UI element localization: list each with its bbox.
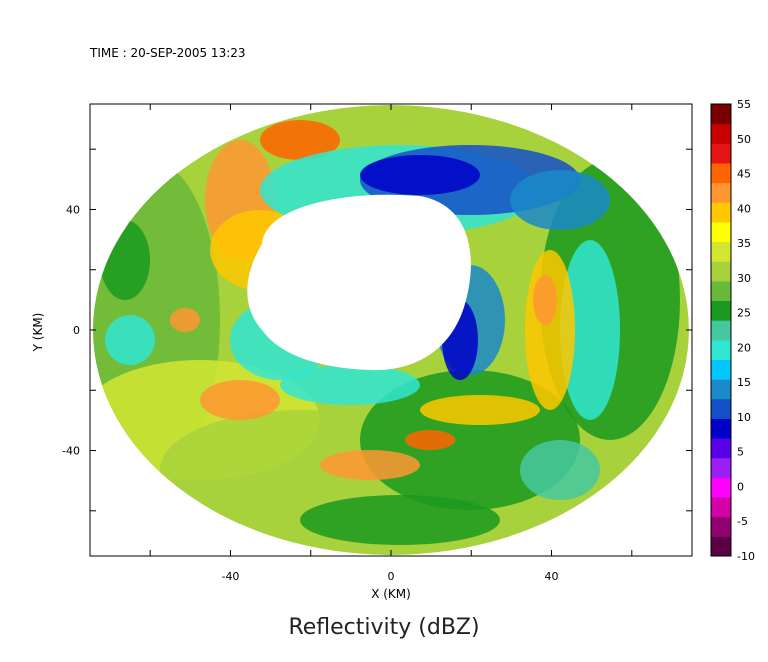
colorbar-segment <box>711 516 731 537</box>
colorbar-tick-label: 35 <box>737 237 751 250</box>
echo-blob <box>533 275 557 325</box>
colorbar-segment <box>711 477 731 498</box>
x-tick-label: -40 <box>221 570 239 583</box>
colorbar-tick-label: 5 <box>737 446 744 459</box>
colorbar-segment <box>711 320 731 341</box>
chart-caption: Reflectivity (dBZ) <box>288 615 480 640</box>
y-tick-label: 40 <box>66 203 80 216</box>
colorbar-segment <box>711 497 731 518</box>
colorbar-segment <box>711 123 731 144</box>
timestamp-label: TIME : 20-SEP-2005 13:23 <box>90 46 246 60</box>
x-tick-label: 0 <box>388 570 395 583</box>
colorbar-tick-label: 0 <box>737 480 744 493</box>
y-tick-label: 0 <box>73 324 80 337</box>
colorbar-frame <box>710 103 732 557</box>
colorbar-tick-label: 20 <box>737 341 751 354</box>
y-tick-label: -40 <box>62 445 80 458</box>
colorbar-segment <box>711 379 731 400</box>
colorbar-segment <box>711 438 731 459</box>
echo-blob <box>260 120 340 160</box>
echo-blob <box>405 430 455 450</box>
colorbar-segment <box>711 300 731 321</box>
echo-blob <box>510 170 610 230</box>
colorbar-tick-label: 10 <box>737 411 751 424</box>
y-axis-title: Y (KM) <box>31 313 45 353</box>
colorbar-tick-label: 45 <box>737 168 751 181</box>
colorbar-segment <box>711 418 731 439</box>
colorbar-tick-label: -10 <box>737 550 755 563</box>
colorbar-segment <box>711 261 731 282</box>
colorbar-tick-label: -5 <box>737 515 748 528</box>
echo-blob <box>420 395 540 425</box>
colorbar-tick-label: 50 <box>737 133 751 146</box>
colorbar-tick-label: 40 <box>737 202 751 215</box>
echo-blob <box>360 155 480 195</box>
echo-blob <box>105 315 155 365</box>
colorbar-segment <box>711 143 731 164</box>
colorbar-segment <box>711 221 731 243</box>
colorbar-segment <box>711 536 731 557</box>
echo-blob <box>320 450 420 480</box>
colorbar: -10 -5 0 5 10 15 20 25 30 35 40 45 50 55 <box>710 98 755 563</box>
echo-blob <box>170 308 200 332</box>
colorbar-segment <box>711 104 731 125</box>
axes: -40 0 40 -40 0 40 <box>62 104 692 583</box>
echo-blob <box>100 220 150 300</box>
echo-blob <box>525 250 575 410</box>
echo-blob <box>520 440 600 500</box>
echo-blob <box>200 380 280 420</box>
colorbar-segment <box>711 398 731 419</box>
colorbar-tick-label: 15 <box>737 376 751 389</box>
no-data-region <box>247 194 471 371</box>
colorbar-segment <box>711 202 731 223</box>
colorbar-segment <box>711 457 731 478</box>
colorbar-segment <box>711 182 731 203</box>
echo-blob <box>300 495 500 545</box>
reflectivity-field <box>93 105 689 555</box>
colorbar-segment <box>711 280 731 302</box>
colorbar-tick-label: 25 <box>737 307 751 320</box>
echo-blob <box>560 240 620 420</box>
colorbar-segment <box>711 359 731 380</box>
colorbar-segment <box>711 339 731 360</box>
colorbar-tick-label: 55 <box>737 98 751 111</box>
echo-blob <box>280 365 420 405</box>
colorbar-segment <box>711 162 731 184</box>
colorbar-tick-label: 30 <box>737 272 751 285</box>
colorbar-segment <box>711 241 731 262</box>
x-axis-title: X (KM) <box>371 587 411 601</box>
x-tick-label: 40 <box>545 570 559 583</box>
